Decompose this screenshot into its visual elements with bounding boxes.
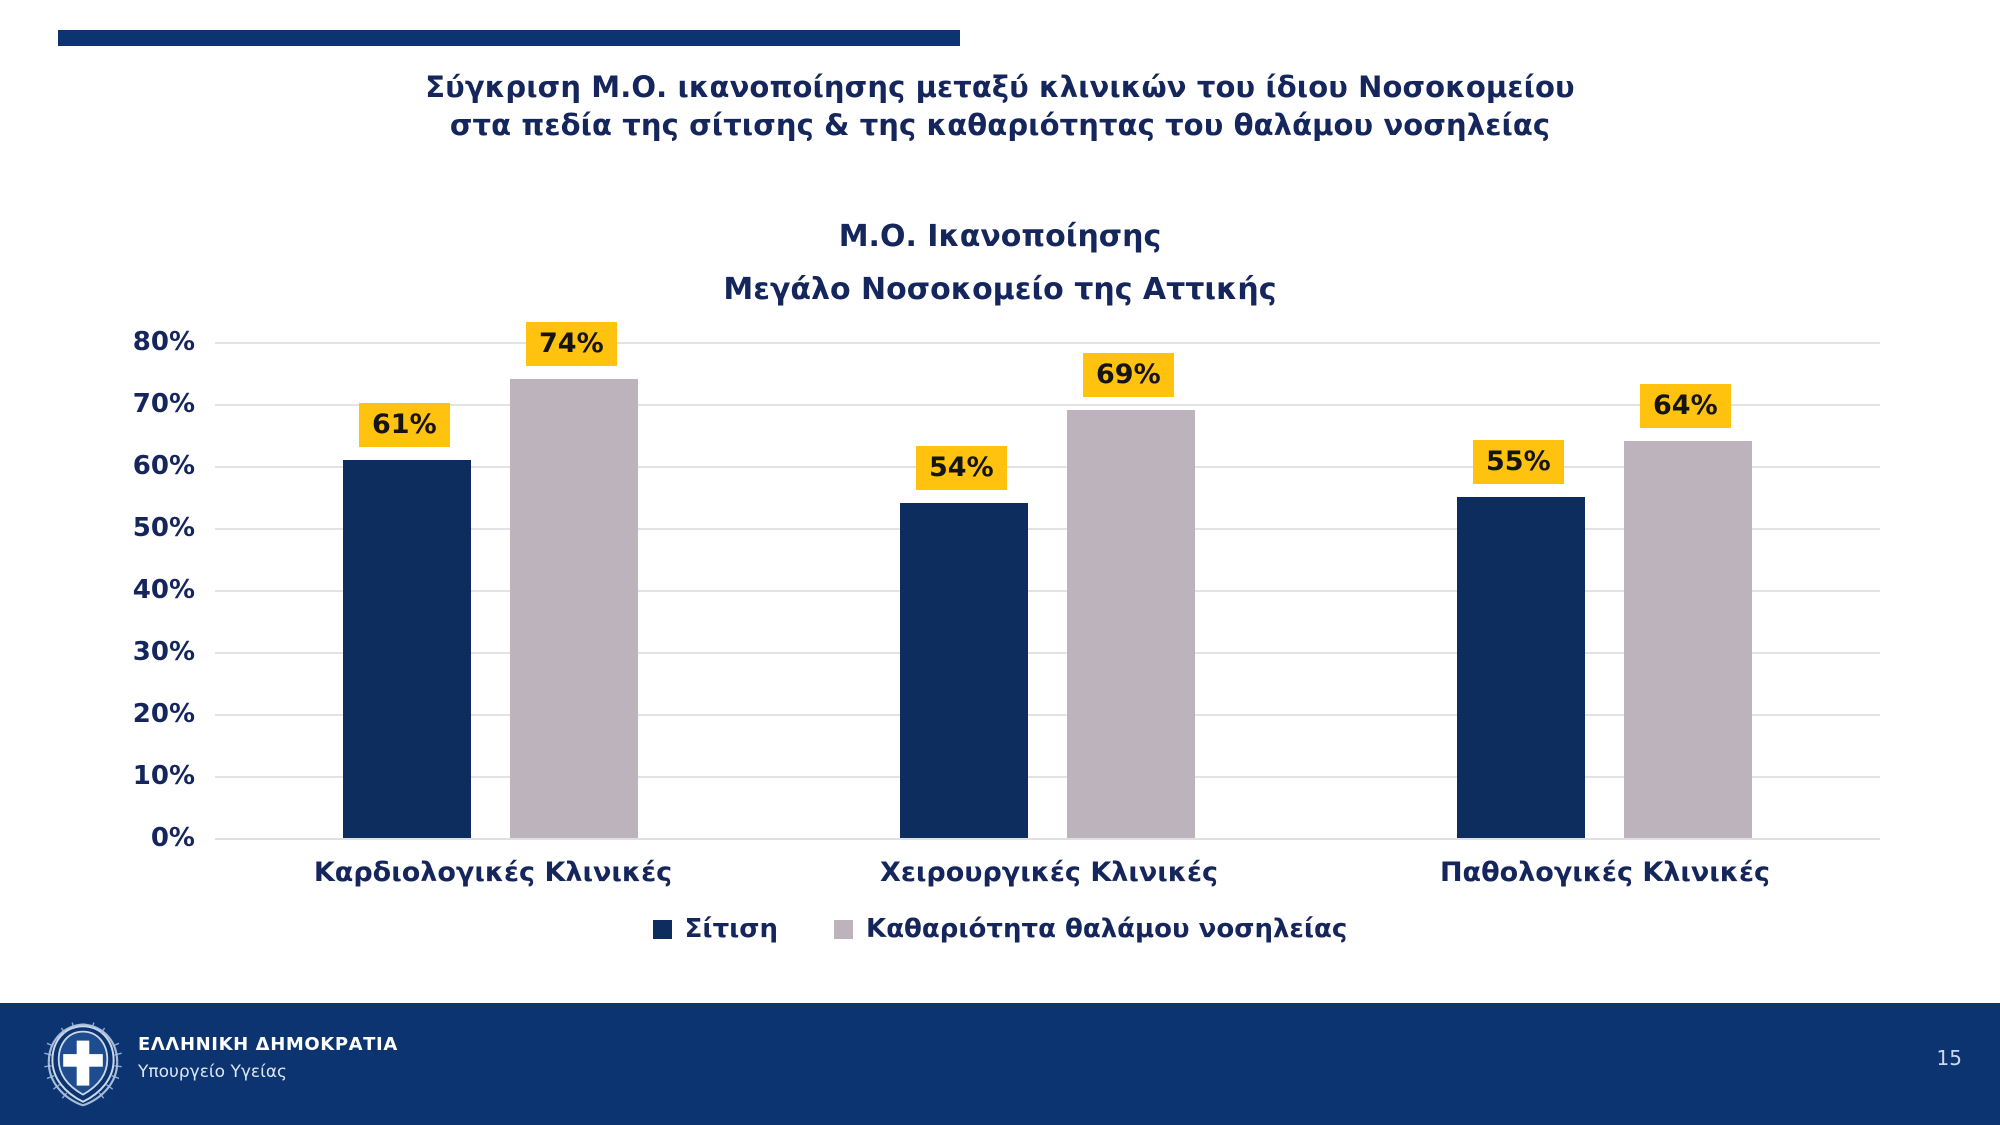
x-category-label: Παθολογικές Κλινικές: [1439, 857, 1771, 888]
y-tick-label: 40%: [132, 575, 195, 605]
legend-swatch-icon: [652, 919, 672, 939]
bar-sitisi-1[interactable]: [343, 460, 471, 838]
gridline: [215, 466, 1880, 468]
bar-group: 55% 64%: [1457, 342, 1752, 838]
chart-legend: Σίτιση Καθαριότητα θαλάμου νοσηλείας: [0, 916, 2000, 942]
gridline: [215, 652, 1880, 654]
top-accent-rule: [58, 30, 960, 46]
data-label: 61%: [359, 403, 450, 447]
footer-org-line-2: Υπουργείο Υγείας: [138, 1062, 288, 1082]
footer-org-line-1: ΕΛΛΗΝΙΚΗ ΔΗΜΟΚΡΑΤΙΑ: [138, 1034, 398, 1055]
gridline: [215, 776, 1880, 778]
data-label: 74%: [526, 322, 617, 366]
legend-item-sitisi[interactable]: Σίτιση: [652, 914, 779, 944]
data-label: 64%: [1640, 384, 1731, 428]
y-tick-label: 50%: [132, 513, 195, 543]
gridline: [215, 404, 1880, 406]
slide-footer: ΕΛΛΗΝΙΚΗ ΔΗΜΟΚΡΑΤΙΑ Υπουργείο Υγείας 15: [0, 1003, 2000, 1125]
bar-katharitita-3[interactable]: [1624, 441, 1752, 838]
y-tick-label: 10%: [132, 761, 195, 791]
legend-item-katharitita[interactable]: Καθαριότητα θαλάμου νοσηλείας: [834, 916, 1347, 942]
chart-title: Μ.Ο. Ικανοποίησης Μεγάλο Νοσοκομείο της …: [0, 210, 2000, 316]
y-tick-label: 0%: [150, 823, 195, 853]
gridline: [215, 528, 1880, 530]
page-title-line-2: στα πεδία της σίτισης & της καθαριότητας…: [449, 108, 1551, 142]
legend-label: Σίτιση: [684, 914, 779, 944]
bar-group: 54% 69%: [900, 342, 1195, 838]
page-title: Σύγκριση Μ.Ο. ικανοποίησης μεταξύ κλινικ…: [0, 68, 2000, 144]
y-tick-label: 80%: [132, 327, 195, 357]
axis-baseline: [215, 838, 1880, 840]
gridline: [215, 342, 1880, 344]
bar-group: 61% 74%: [343, 322, 638, 838]
page-title-line-1: Σύγκριση Μ.Ο. ικανοποίησης μεταξύ κλινικ…: [425, 70, 1575, 104]
bar-katharitita-1[interactable]: [510, 379, 638, 838]
bar-sitisi-2[interactable]: [900, 503, 1028, 838]
data-label: 54%: [916, 446, 1007, 490]
legend-label: Καθαριότητα θαλάμου νοσηλείας: [866, 914, 1348, 944]
y-tick-label: 60%: [132, 451, 195, 481]
y-tick-label: 30%: [132, 637, 195, 667]
y-axis: 80% 70% 60% 50% 40% 30% 20% 10% 0%: [75, 329, 195, 851]
x-category-label: Χειρουργικές Κλινικές: [880, 857, 1218, 888]
gridline: [215, 714, 1880, 716]
y-tick-label: 70%: [132, 389, 195, 419]
chart-title-main: Μ.Ο. Ικανοποίησης: [838, 219, 1162, 254]
data-label: 69%: [1083, 353, 1174, 397]
footer-organization: ΕΛΛΗΝΙΚΗ ΔΗΜΟΚΡΑΤΙΑ Υπουργείο Υγείας: [138, 1034, 398, 1084]
plot-area: 61% 74% 54% 69% 55% 64%: [215, 322, 1880, 840]
page-number: 15: [1936, 1046, 1962, 1070]
bar-sitisi-3[interactable]: [1457, 497, 1585, 838]
bar-katharitita-2[interactable]: [1067, 410, 1195, 838]
y-tick-label: 20%: [132, 699, 195, 729]
data-label: 55%: [1473, 440, 1564, 484]
bar-chart: Μ.Ο. Ικανοποίησης Μεγάλο Νοσοκομείο της …: [0, 210, 2000, 942]
legend-swatch-icon: [834, 919, 854, 939]
chart-subtitle: Μεγάλο Νοσοκομείο της Αττικής: [723, 272, 1277, 307]
x-category-label: Καρδιολογικές Κλινικές: [313, 857, 673, 888]
gridline: [215, 590, 1880, 592]
greek-coat-of-arms-icon: [44, 1022, 122, 1107]
